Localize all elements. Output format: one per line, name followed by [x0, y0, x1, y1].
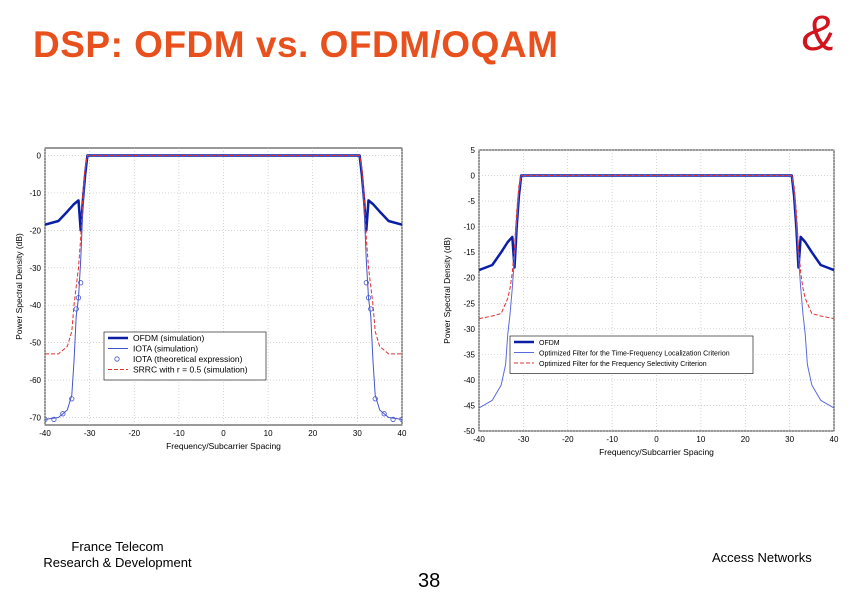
- footer-org-line1: France Telecom: [71, 539, 164, 554]
- data-point-marker: [60, 411, 66, 417]
- x-tick-label: 30: [353, 429, 362, 438]
- y-tick-label: -30: [29, 264, 41, 273]
- x-tick-label: -40: [39, 429, 51, 438]
- x-tick-label: 30: [785, 435, 794, 444]
- x-tick-label: 40: [830, 435, 839, 444]
- x-tick-label: 20: [741, 435, 750, 444]
- y-tick-label: -50: [29, 339, 41, 348]
- series-line: [479, 175, 834, 320]
- y-tick-label: -20: [29, 226, 41, 235]
- data-point-marker: [78, 280, 84, 286]
- company-logo: &: [802, 6, 835, 60]
- legend-entry-label: SRRC with r = 0.5 (simulation): [133, 365, 248, 375]
- y-tick-label: -70: [29, 414, 41, 423]
- y-tick-label: 0: [471, 172, 476, 181]
- footer-organization: France Telecom Research & Development: [30, 539, 205, 571]
- legend-entry-label: Optimized Filter for the Time-Frequency …: [539, 351, 730, 358]
- x-tick-label: -20: [562, 435, 574, 444]
- x-tick-label: 40: [398, 429, 407, 438]
- logo-ampersand-glyph: &: [802, 6, 835, 60]
- legend-swatch: [114, 356, 120, 362]
- legend-entry-label: IOTA (simulation): [133, 344, 198, 354]
- legend-box: [509, 335, 754, 374]
- data-point-marker: [51, 416, 57, 422]
- data-point-marker: [381, 411, 387, 417]
- footer-department: Access Networks: [712, 550, 812, 565]
- series-line: [45, 155, 402, 420]
- y-tick-label: -60: [29, 376, 41, 385]
- x-axis-label: Frequency/Subcarrier Spacing: [599, 447, 714, 457]
- data-point-marker: [372, 396, 378, 402]
- slide-title: DSP: OFDM vs. OFDM/OQAM: [33, 24, 559, 65]
- legend-box: [103, 331, 267, 381]
- y-tick-label: -5: [468, 197, 476, 206]
- y-tick-label: -20: [463, 274, 475, 283]
- data-point-marker: [363, 280, 369, 286]
- y-tick-label: -35: [463, 350, 475, 359]
- y-tick-label: -40: [463, 376, 475, 385]
- x-tick-label: 0: [221, 429, 226, 438]
- x-tick-label: 20: [308, 429, 317, 438]
- y-tick-label: -30: [463, 325, 475, 334]
- y-tick-label: -10: [463, 223, 475, 232]
- page-number: 38: [418, 570, 441, 592]
- x-tick-label: -30: [518, 435, 530, 444]
- y-tick-label: 0: [37, 151, 42, 160]
- legend-entry-label: IOTA (theoretical expression): [133, 354, 243, 364]
- data-point-marker: [75, 295, 82, 301]
- y-tick-label: -10: [29, 189, 41, 198]
- y-tick-label: -45: [463, 401, 475, 410]
- x-tick-label: -30: [84, 429, 96, 438]
- left-psd-chart: -40 -30 -20 -10 0 10 20 30 40 0 -10 -20 -30 -40 -50 -60…: [14, 147, 407, 451]
- x-tick-label: 10: [696, 435, 705, 444]
- x-tick-label: -10: [173, 429, 185, 438]
- legend-entry-label: OFDM (simulation): [133, 333, 204, 343]
- data-point-marker: [365, 295, 372, 301]
- x-axis-label: Frequency/Subcarrier Spacing: [166, 441, 281, 451]
- data-point-marker: [45, 416, 48, 422]
- data-point-marker: [390, 416, 396, 422]
- legend-entry-label: Optimized Filter for the Frequency Selec…: [539, 361, 707, 368]
- series-markers: [45, 280, 402, 422]
- data-point-marker: [399, 416, 402, 422]
- y-tick-label: -25: [463, 299, 475, 308]
- x-tick-label: 10: [264, 429, 273, 438]
- y-tick-label: -40: [29, 301, 41, 310]
- x-tick-label: -40: [473, 435, 485, 444]
- footer-org-line2: Research & Development: [43, 555, 192, 570]
- right-psd-chart: -40 -30 -20 -10 0 10 20 30 4050-5-10-15-20-25-30…: [442, 146, 839, 457]
- x-tick-label: -10: [606, 435, 618, 444]
- y-axis-label: Power Spectral Density (dB): [14, 233, 24, 340]
- x-tick-label: -20: [128, 429, 140, 438]
- series-line: [479, 175, 834, 409]
- legend-entry-label: OFDM: [539, 340, 560, 347]
- y-tick-label: 5: [471, 146, 476, 155]
- y-tick-label: -50: [463, 427, 475, 436]
- y-tick-label: -15: [463, 248, 475, 257]
- x-tick-label: 0: [654, 435, 659, 444]
- y-axis-label: Power Spectral Density (dB): [442, 237, 452, 344]
- data-point-marker: [69, 396, 75, 402]
